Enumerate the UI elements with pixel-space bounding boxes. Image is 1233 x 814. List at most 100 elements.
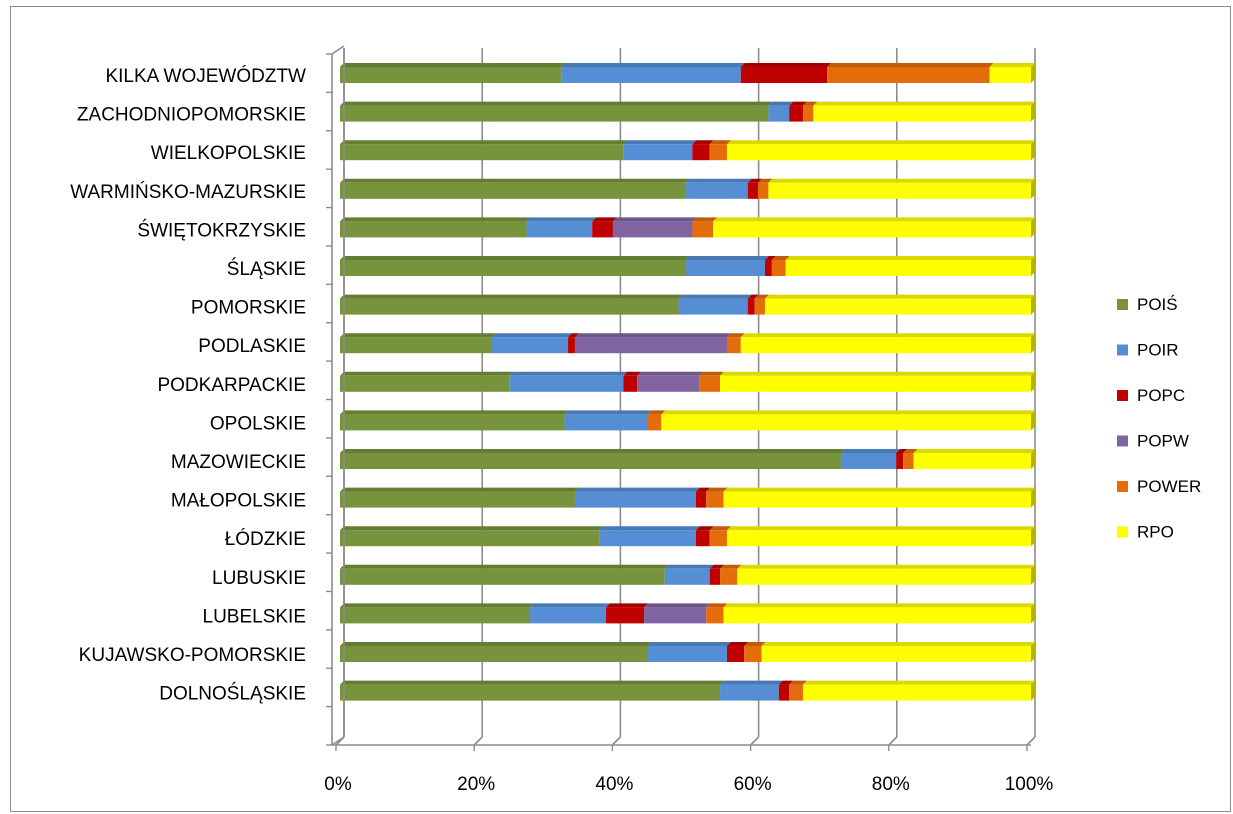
bar-segment	[661, 414, 1031, 431]
bar-segment-top	[720, 680, 783, 685]
bar-segment-top	[747, 294, 759, 299]
bar-segment-top	[699, 371, 725, 376]
bar-segment-top	[509, 371, 628, 376]
bar-segment-top	[340, 63, 566, 67]
bar-segment-top	[713, 217, 1035, 222]
bar-segment-side	[1031, 140, 1035, 161]
bar-segment	[740, 337, 1031, 354]
bar-segment-top	[726, 140, 1035, 145]
bar-segment-top	[692, 140, 714, 145]
category-label: LUBUSKIE	[212, 568, 306, 589]
bar-segment-top	[726, 333, 745, 338]
bar-segment	[340, 530, 600, 547]
legend-swatch	[1117, 344, 1128, 356]
legend-swatch	[1117, 526, 1128, 538]
bar-segment-top	[340, 371, 514, 376]
legend-label: POIR	[1137, 341, 1179, 360]
bar-segment	[340, 607, 531, 624]
gridline-floor	[750, 736, 760, 746]
bar-segment-top	[720, 371, 1035, 376]
bar-segment	[840, 453, 897, 469]
bar-segment	[768, 105, 790, 122]
bar-segment	[561, 67, 741, 83]
category-label: PODKARPACKIE	[157, 375, 306, 396]
gridline-floor	[611, 736, 621, 746]
bar-segment	[340, 414, 565, 431]
bar-segment-top	[526, 217, 597, 222]
bar-segment	[706, 491, 724, 508]
bar-segment	[340, 144, 624, 161]
bar-segment-top	[744, 642, 766, 646]
bar-segment	[913, 453, 1031, 469]
bar-segment-top	[989, 63, 1035, 67]
bar-segment-top	[709, 564, 725, 569]
bar-segment	[699, 375, 721, 392]
bar-segment-top	[761, 642, 1035, 646]
bar-segment	[720, 568, 738, 585]
bar-segment	[740, 67, 828, 83]
bar-segment-top	[574, 333, 731, 338]
bar-segment	[726, 337, 741, 354]
bar-segment	[568, 337, 575, 354]
bar-segment-top	[709, 140, 731, 145]
bar-segment-side	[1031, 371, 1035, 392]
bar-segment	[747, 182, 759, 199]
bar-segment	[509, 375, 624, 392]
bar-segment	[564, 414, 648, 431]
bar-segment-side	[1031, 178, 1035, 199]
bar-segment	[685, 260, 765, 276]
y-axis-join	[331, 736, 345, 746]
bar-segment-top	[564, 410, 652, 415]
bar-segment	[574, 337, 727, 354]
x-tick-label: 40%	[595, 774, 633, 795]
bar-segment	[692, 221, 714, 238]
bar-segment-top	[623, 140, 697, 145]
bar-segment-top	[340, 101, 773, 106]
bar-segment	[340, 684, 721, 701]
bar-segment	[789, 684, 803, 701]
bar-segment-top	[768, 101, 794, 106]
category-label: PODLASKIE	[198, 336, 306, 357]
bar-segment	[813, 105, 1031, 122]
bar-segment-top	[768, 178, 1035, 183]
bar-segment	[720, 684, 779, 701]
category-label: KUJAWSKO-POMORSKIE	[79, 645, 306, 666]
bar-segment	[723, 607, 1031, 624]
bar-segment	[340, 375, 510, 392]
category-label: ŁÓDZKIE	[225, 528, 306, 550]
bar-segment-side	[1031, 564, 1035, 585]
category-label: MAŁOPOLSKIE	[171, 491, 306, 512]
bar-segment-top	[574, 487, 700, 492]
x-tick-label: 60%	[734, 774, 772, 795]
bar-segment	[723, 491, 1031, 508]
bar-segment-top	[685, 256, 769, 260]
bar-segment-top	[789, 680, 807, 685]
bar-segment	[695, 491, 707, 508]
bar-segment-top	[785, 256, 1035, 260]
bar-segment	[754, 298, 765, 315]
bar-segment-side	[1031, 680, 1035, 701]
gridline-floor	[1026, 736, 1036, 746]
bar-segment-top	[340, 294, 683, 299]
bar-segment-top	[740, 333, 1035, 338]
bar-segment	[340, 568, 665, 585]
category-label: ŚWIĘTOKRZYSKIE	[137, 219, 306, 241]
bar-segment-side	[1031, 256, 1035, 276]
bar-segment	[340, 337, 493, 354]
bar-segment	[758, 182, 769, 199]
x-tick-label: 0%	[324, 774, 352, 795]
bar-segment	[623, 375, 638, 392]
bar-segment-side	[1031, 294, 1035, 315]
bar-segment	[785, 260, 1031, 276]
category-label: WARMIŃSKO-MAZURSKIE	[70, 182, 306, 203]
bar-segment-top	[661, 410, 1035, 415]
bar-segment	[768, 182, 1031, 199]
bar-segment-top	[340, 256, 690, 260]
category-label: KILKA WOJEWÓDZTW	[105, 65, 306, 87]
bar-segment-top	[647, 410, 666, 415]
bar-segment-top	[664, 564, 714, 569]
bar-segment-top	[720, 564, 742, 569]
bar-segment	[664, 568, 710, 585]
bar-segment-top	[813, 101, 1035, 106]
bar-segment-top	[612, 217, 697, 222]
